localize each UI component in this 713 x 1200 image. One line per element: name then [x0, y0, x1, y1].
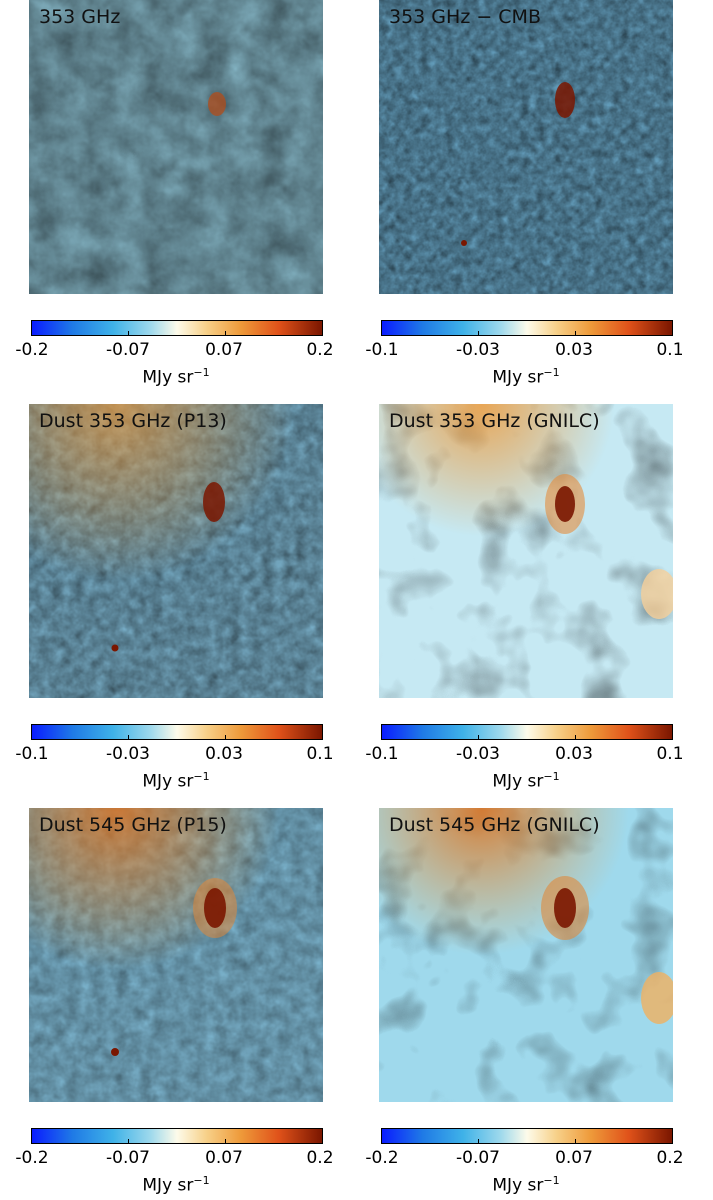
map-dust-545-p15 [29, 808, 323, 1102]
map-353ghz-minus-cmb-image [379, 0, 673, 294]
map-353ghz-image [29, 0, 323, 294]
colorbar-tick-low: -0.03 [106, 744, 150, 764]
map-title: 353 GHz [39, 6, 120, 28]
map-dust-353-p13-image [29, 404, 323, 698]
map-353ghz [29, 0, 323, 294]
colorbar-tick-min: -0.1 [365, 340, 398, 360]
colorbar-tick-min: -0.2 [15, 340, 48, 360]
colorbar-unit: MJy sr−1 [492, 366, 559, 388]
map-title: Dust 545 GHz (P15) [39, 814, 227, 836]
colorbar-tick-high: 0.03 [205, 744, 243, 764]
colorbar-dust-545-gnilc [381, 1128, 673, 1144]
map-title: Dust 545 GHz (GNILC) [389, 814, 600, 836]
colorbar-tick-min: -0.1 [15, 744, 48, 764]
map-dust-353-gnilc-image [379, 404, 673, 698]
map-dust-353-p13 [29, 404, 323, 698]
map-353ghz-minus-cmb [379, 0, 673, 294]
colorbar-tick-max: 0.2 [306, 340, 333, 360]
colorbar-tick-max: 0.2 [656, 1148, 683, 1168]
colorbar-tick-low: -0.07 [106, 1148, 150, 1168]
colorbar-unit: MJy sr−1 [142, 1174, 209, 1196]
colorbar-tick-max: 0.1 [306, 744, 333, 764]
colorbar-tick-max: 0.2 [306, 1148, 333, 1168]
colorbar-tick-high: 0.03 [555, 744, 593, 764]
map-dust-353-gnilc [379, 404, 673, 698]
colorbar-tick-low: -0.03 [456, 744, 500, 764]
colorbar-tick-max: 0.1 [656, 744, 683, 764]
colorbar-353ghz-minus-cmb [381, 320, 673, 336]
colorbar-tick-min: -0.2 [15, 1148, 48, 1168]
colorbar-tick-low: -0.03 [456, 340, 500, 360]
colorbar-tick-max: 0.1 [656, 340, 683, 360]
colorbar-unit: MJy sr−1 [492, 1174, 559, 1196]
colorbar-tick-low: -0.07 [106, 340, 150, 360]
colorbar-unit: MJy sr−1 [492, 770, 559, 792]
colorbar-tick-high: 0.07 [205, 1148, 243, 1168]
map-dust-545-gnilc-image [379, 808, 673, 1102]
colorbar-tick-min: -0.2 [365, 1148, 398, 1168]
colorbar-tick-low: -0.07 [456, 1148, 500, 1168]
map-dust-545-gnilc [379, 808, 673, 1102]
map-title: Dust 353 GHz (GNILC) [389, 410, 600, 432]
colorbar-unit: MJy sr−1 [142, 366, 209, 388]
colorbar-tick-min: -0.1 [365, 744, 398, 764]
colorbar-unit: MJy sr−1 [142, 770, 209, 792]
colorbar-dust-353-p13 [31, 724, 323, 740]
colorbar-dust-545-p15 [31, 1128, 323, 1144]
map-dust-545-p15-image [29, 808, 323, 1102]
colorbar-tick-high: 0.03 [555, 340, 593, 360]
colorbar-tick-high: 0.07 [205, 340, 243, 360]
colorbar-dust-353-gnilc [381, 724, 673, 740]
map-title: 353 GHz − CMB [389, 6, 541, 28]
map-title: Dust 353 GHz (P13) [39, 410, 227, 432]
colorbar-tick-high: 0.07 [555, 1148, 593, 1168]
colorbar-353ghz [31, 320, 323, 336]
